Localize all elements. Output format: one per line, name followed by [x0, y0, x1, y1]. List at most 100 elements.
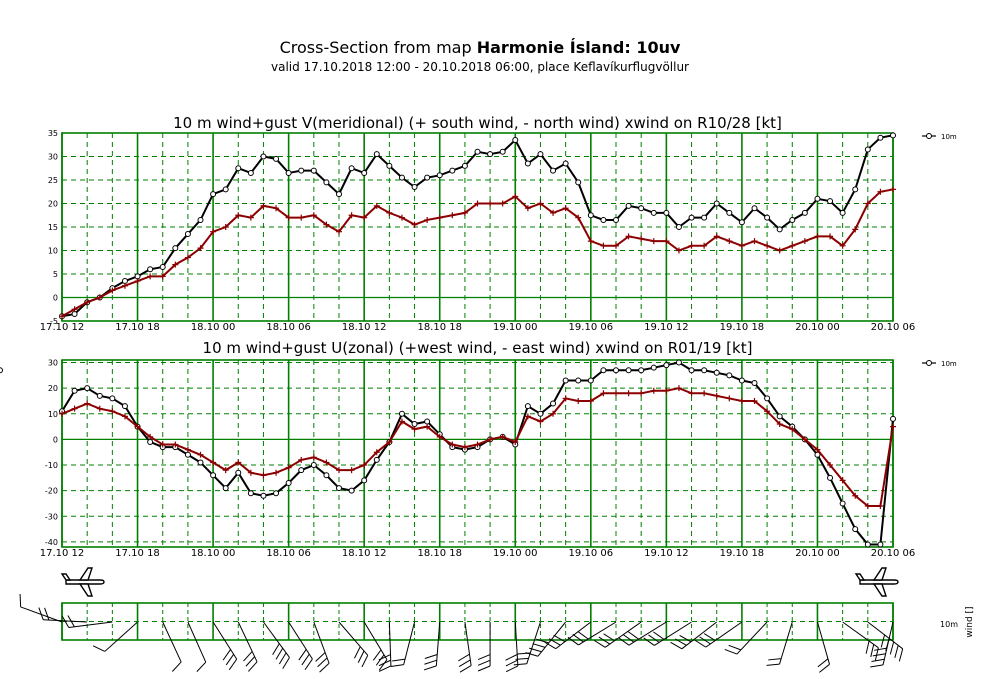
wind-barb-flag	[513, 663, 527, 666]
wind-barb	[505, 621, 519, 673]
meridional-xwind-point	[474, 200, 481, 207]
zonal-xwind-point	[109, 408, 116, 415]
wind-barb-flag	[317, 657, 328, 668]
meridional-wind-point	[373, 151, 380, 158]
zonal-wind-point	[96, 392, 103, 399]
zonal-xwind-point	[298, 456, 305, 463]
meridional-wind-point	[852, 186, 859, 193]
meridional-xwind-point	[386, 209, 393, 216]
meridional-xwind-point	[738, 242, 745, 249]
wind-barb-flag	[361, 655, 369, 668]
zonal-xwind-point	[827, 462, 834, 469]
meridional-xwind-point	[839, 242, 846, 249]
zonal-xwind-point	[852, 492, 859, 499]
meridional-wind-point	[247, 169, 254, 176]
wind-barb-shaft	[363, 621, 388, 660]
zonal-xwind-point	[210, 459, 217, 466]
meridional-wind-point	[789, 216, 796, 223]
meridional-wind-point	[675, 224, 682, 230]
zonal-xwind-point	[461, 444, 468, 451]
wind-barb-flag	[648, 634, 660, 643]
zonal-wind-point	[222, 485, 229, 492]
zonal-wind-point	[764, 395, 771, 402]
meridional-x-tick-label: 17.10 12	[40, 322, 85, 333]
zonal-wind-point	[562, 377, 569, 384]
wind-barb-flag	[222, 649, 231, 661]
zonal-wind-point	[650, 364, 657, 371]
wind-barb-shaft	[537, 621, 567, 657]
zonal-xwind-point	[222, 467, 229, 474]
meridional-wind-point	[839, 209, 846, 216]
meridional-xwind-point	[600, 242, 607, 249]
zonal-wind-point	[625, 367, 632, 374]
wind-barb-flag	[548, 638, 561, 646]
meridional-wind-point	[524, 160, 531, 167]
meridional-wind-point	[197, 216, 204, 223]
meridional-x-tick-label: 20.10 06	[871, 322, 916, 333]
wind-barb-flag	[424, 653, 438, 660]
wind-barb-flag	[477, 654, 491, 661]
meridional-wind-point	[827, 198, 834, 205]
meridional-xwind-point	[310, 212, 317, 219]
zonal-wind-point	[827, 474, 834, 481]
zonal-x-tick-label: 18.10 06	[266, 548, 311, 559]
zonal-wind-point	[701, 367, 708, 374]
meridional-xwind-point	[789, 242, 796, 249]
wind-barb-flag	[618, 637, 630, 646]
meridional-wind-point	[310, 167, 317, 174]
airplane-fuselage	[65, 579, 105, 585]
wind-barb-shaft	[736, 621, 768, 655]
meridional-wind-point	[461, 162, 468, 169]
airplane-fuselage	[859, 579, 899, 585]
meridional-wind-point	[764, 214, 771, 221]
zonal-wind-point	[839, 500, 846, 507]
wind-panel-label: 10m	[940, 620, 958, 629]
zonal-xwind-point	[386, 438, 393, 445]
wind-barb-flag	[19, 593, 22, 607]
meridional-xwind-point	[562, 205, 569, 212]
meridional-xwind-point	[575, 214, 582, 221]
meridional-wind-point	[550, 167, 557, 174]
wind-barb-flag	[392, 658, 406, 662]
zonal-xwind-point	[801, 436, 808, 443]
meridional-xwind-point	[877, 188, 884, 195]
meridional-wind-point	[273, 155, 280, 162]
wind-barb	[842, 621, 879, 661]
meridional-wind-point	[625, 202, 632, 209]
wind-barb-flag	[375, 654, 385, 666]
meridional-wind-point	[499, 148, 506, 155]
page-title-map-name: Harmonie Ísland: 10uv	[476, 38, 681, 57]
airplane-tail	[854, 573, 866, 581]
meridional-wind-point	[512, 137, 519, 144]
wind-barb-flag	[577, 630, 589, 640]
wind-barb-shaft	[313, 621, 330, 664]
meridional-y-tick-label: 10	[48, 247, 58, 256]
meridional-wind-point	[650, 209, 657, 216]
zonal-xwind-point	[260, 472, 267, 479]
wind-barb	[162, 621, 182, 672]
wind-barb-flag	[61, 615, 70, 628]
zonal-xwind-point	[613, 390, 619, 397]
zonal-wind-point	[411, 421, 418, 428]
zonal-xwind-point	[550, 410, 557, 417]
zonal-wind-point	[71, 387, 78, 394]
zonal-wind-point	[247, 490, 254, 497]
meridional-title: 10 m wind+gust V(meridional) (+ south wi…	[173, 114, 782, 132]
zonal-xwind-point	[764, 408, 771, 415]
meridional-xwind-point	[298, 214, 305, 221]
zonal-y-tick-label: 30	[48, 359, 58, 368]
wind-barb-flag	[67, 615, 75, 627]
zonal-xwind-point	[587, 397, 594, 404]
meridional-xwind-point	[512, 193, 519, 200]
meridional-y-tick-label: 0	[53, 294, 58, 303]
wind-barb-flag	[315, 652, 326, 662]
zonal-xwind-point	[184, 446, 191, 453]
wind-barb	[867, 621, 904, 662]
wind-barb-flag	[528, 647, 542, 653]
wind-barb-flag	[515, 657, 529, 660]
wind-barb	[870, 621, 894, 668]
meridional-xwind-point	[361, 214, 368, 221]
zonal-wind-point	[738, 377, 745, 384]
zonal-xwind-point	[487, 436, 494, 443]
zonal-x-tick-label: 17.10 18	[115, 548, 160, 559]
